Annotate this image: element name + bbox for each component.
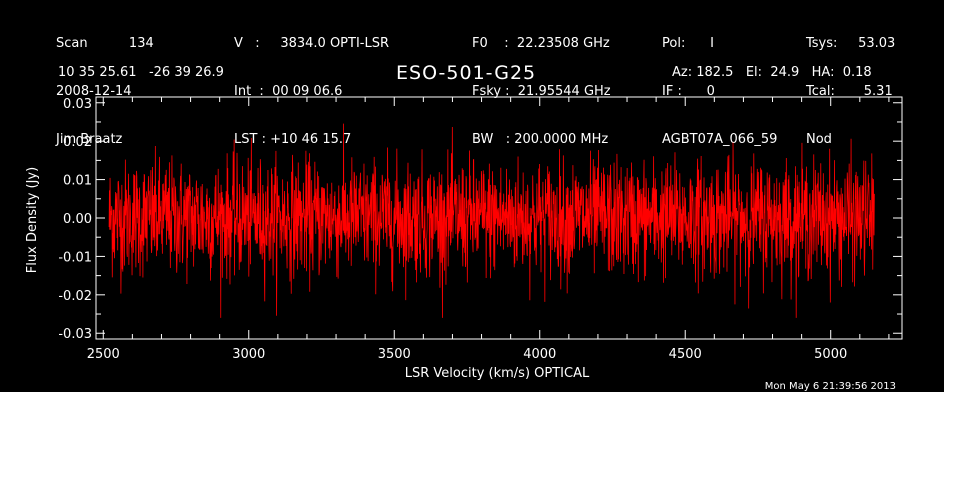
- y-tick-labels: -0.03 -0.02 -0.01 0.00 0.01 0.02 0.03: [58, 97, 92, 342]
- y-tick-label: -0.03: [58, 327, 92, 342]
- y-axis-label: Flux Density (Jy): [25, 167, 40, 273]
- source-coordinates: 10 35 25.61 -26 39 26.9: [58, 65, 224, 80]
- x-tick-label: 4000: [523, 347, 556, 362]
- scan-line: Scan 134: [56, 36, 154, 51]
- axis-ticks: [96, 97, 902, 339]
- x-tick-label: 5000: [814, 347, 847, 362]
- spectrum-trace: [108, 123, 875, 318]
- observer-line: Jim Braatz: [56, 132, 123, 147]
- y-tick-label: 0.03: [63, 97, 92, 112]
- sky-freq-line: Fsky : 21.95544 GHz: [472, 84, 611, 99]
- spectrum-line: [108, 123, 875, 318]
- y-tick-label: -0.01: [58, 250, 92, 265]
- plot-panel: Scan 134 2008-12-14 Jim Braatz V : 3834.…: [0, 0, 944, 392]
- tsys-line: Tsys: 53.03: [806, 36, 896, 51]
- chart-title: ESO-501-G25: [396, 62, 537, 84]
- pol-info: Pol: I IF : 0 AGBT07A_066_59: [662, 4, 777, 180]
- integration-line: Int : 00 09 06.6: [234, 84, 343, 99]
- y-tick-label: 0.00: [63, 212, 92, 227]
- y-tick-label: -0.02: [58, 289, 92, 304]
- lst-line: LST : +10 46 15.7: [234, 132, 352, 147]
- tcal-line: Tcal: 5.31: [806, 84, 893, 99]
- x-axis-label: LSR Velocity (km/s) OPTICAL: [405, 366, 590, 381]
- velocity-line: V : 3834.0 OPTI-LSR: [234, 36, 390, 51]
- scan-info: Scan 134 2008-12-14 Jim Braatz: [56, 4, 154, 180]
- project-line: AGBT07A_066_59: [662, 132, 778, 147]
- x-tick-label: 3500: [378, 347, 411, 362]
- rest-freq-line: F0 : 22.23508 GHz: [472, 36, 610, 51]
- velocity-info: V : 3834.0 OPTI-LSR Int : 00 09 06.6 LST…: [234, 4, 389, 180]
- procedure-line: Nod: [806, 132, 832, 147]
- az-el-ha: Az: 182.5 El: 24.9 HA: 0.18: [672, 65, 872, 80]
- x-tick-labels: 2500 3000 3500 4000 4500 5000: [87, 347, 848, 362]
- system-info: Tsys: 53.03 Tcal: 5.31 Nod: [806, 4, 895, 180]
- plot-timestamp: Mon May 6 21:39:56 2013: [765, 381, 896, 392]
- x-tick-label: 3000: [232, 347, 265, 362]
- bandwidth-line: BW : 200.0000 MHz: [472, 132, 609, 147]
- frequency-info: F0 : 22.23508 GHz Fsky : 21.95544 GHz BW…: [472, 4, 611, 180]
- x-tick-label: 2500: [87, 347, 120, 362]
- spectrum-plot: 2500 3000 3500 4000 4500 5000 -0.03 -0.02 -0.01…: [25, 96, 903, 392]
- y-tick-label: 0.01: [63, 174, 92, 189]
- date-line: 2008-12-14: [56, 84, 132, 99]
- y-tick-label: 0.02: [63, 135, 92, 150]
- pol-line: Pol: I: [662, 36, 714, 51]
- if-line: IF : 0: [662, 84, 715, 99]
- x-tick-label: 4500: [669, 347, 702, 362]
